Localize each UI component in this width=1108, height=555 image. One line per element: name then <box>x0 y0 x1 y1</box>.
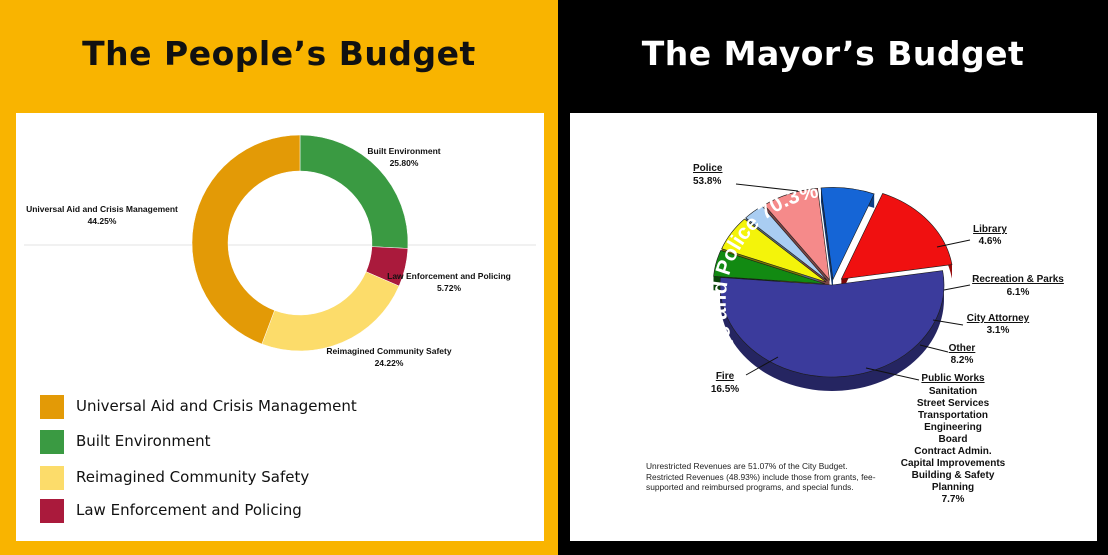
label-police-value: 53.8% <box>693 176 721 187</box>
peoples-budget-panel: The People’s Budget Built Environment 25… <box>0 0 558 555</box>
leader-line-recreation <box>943 284 971 291</box>
label-law-enforcement-name: Law Enforcement and Policing <box>387 271 511 281</box>
label-reimagined-safety-name: Reimagined Community Safety <box>326 346 451 356</box>
label-recreation-name: Recreation & Parks <box>972 274 1064 285</box>
pie-chart-3d: Fire and Police 70.3% Police 53.8% Libra… <box>693 163 1064 505</box>
label-built-environment-name: Built Environment <box>367 146 440 156</box>
pie-slice-public-works <box>820 187 875 281</box>
label-fire-name: Fire <box>716 371 735 382</box>
pie-wall-public-works <box>821 187 833 294</box>
public-works-item: Capital Improvements <box>901 458 1006 469</box>
public-works-item: Board <box>939 434 968 445</box>
legend-swatch <box>40 466 64 490</box>
legend-label: Universal Aid and Crisis Management <box>76 397 357 415</box>
mayors-budget-title: The Mayor’s Budget <box>641 34 1025 73</box>
leader-line-other <box>919 344 949 353</box>
legend-label: Built Environment <box>76 432 211 450</box>
mayors-budget-panel: The Mayor’s Budget Fire and Police 70.3% <box>558 0 1108 555</box>
peoples-budget-title: The People’s Budget <box>82 34 476 73</box>
footnote-line: supported and reimbursed programs, and s… <box>646 482 854 493</box>
public-works-item: Transportation <box>918 410 988 421</box>
donut-slice-universal-aid-and-crisis-management <box>191 134 301 345</box>
label-other-name: Other <box>949 343 976 354</box>
pie-slice-police <box>719 270 945 378</box>
legend-swatch <box>40 499 64 523</box>
leader-line-fire <box>745 356 779 376</box>
public-works-item: Planning <box>932 482 974 493</box>
label-law-enforcement-value: 5.72% <box>437 283 462 293</box>
mayors-budget-card: Fire and Police 70.3% Police 53.8% Libra… <box>570 113 1097 541</box>
pie-slice-library <box>713 250 826 285</box>
legend-swatch <box>40 430 64 454</box>
leader-line-police <box>735 183 799 192</box>
pie-slice-recreation-parks <box>721 218 827 283</box>
pie-slice-fire <box>840 193 953 280</box>
donut-chart: Built Environment 25.80% Law Enforcement… <box>24 134 536 368</box>
leader-lines <box>735 183 971 381</box>
legend-label: Law Enforcement and Policing <box>76 501 302 519</box>
label-police-name: Police <box>693 163 723 174</box>
public-works-item: Contract Admin. <box>914 446 992 457</box>
label-city-attorney-name: City Attorney <box>967 313 1030 324</box>
leader-line-public-works <box>865 367 920 381</box>
footnote-line: Unrestricted Revenues are 51.07% of the … <box>646 461 848 471</box>
pie-slice-other <box>763 187 830 281</box>
label-library-name: Library <box>973 224 1007 235</box>
pie-slice-city-attorney <box>745 205 828 282</box>
label-reimagined-safety-value: 24.22% <box>375 358 404 368</box>
legend-swatch <box>40 395 64 419</box>
label-city-attorney-value: 3.1% <box>987 325 1010 336</box>
label-public-works-name: Public Works <box>921 373 985 384</box>
legend-label: Reimagined Community Safety <box>76 468 310 486</box>
donut-slice-reimagined-community-safety <box>261 271 400 352</box>
label-other-value: 8.2% <box>951 355 974 366</box>
label-library-value: 4.6% <box>979 236 1002 247</box>
leader-line-city-attorney <box>932 319 964 326</box>
public-works-item: Engineering <box>924 422 982 433</box>
label-universal-aid-value: 44.25% <box>88 216 117 226</box>
label-built-environment-value: 25.80% <box>390 158 419 168</box>
leader-line-library <box>936 239 971 248</box>
public-works-item: Street Services <box>917 398 990 409</box>
peoples-budget-card: Built Environment 25.80% Law Enforcement… <box>16 113 544 541</box>
label-recreation-value: 6.1% <box>1007 287 1030 298</box>
public-works-item: Building & Safety <box>912 470 995 481</box>
footnote-line: Restricted Revenues (48.93%) include tho… <box>646 471 876 482</box>
public-works-item: Sanitation <box>929 386 977 397</box>
label-public-works-value: 7.7% <box>942 494 965 505</box>
label-universal-aid-name: Universal Aid and Crisis Management <box>26 204 178 214</box>
revenue-footnote: Unrestricted Revenues are 51.07% of the … <box>646 461 916 493</box>
label-fire-value: 16.5% <box>711 384 739 395</box>
